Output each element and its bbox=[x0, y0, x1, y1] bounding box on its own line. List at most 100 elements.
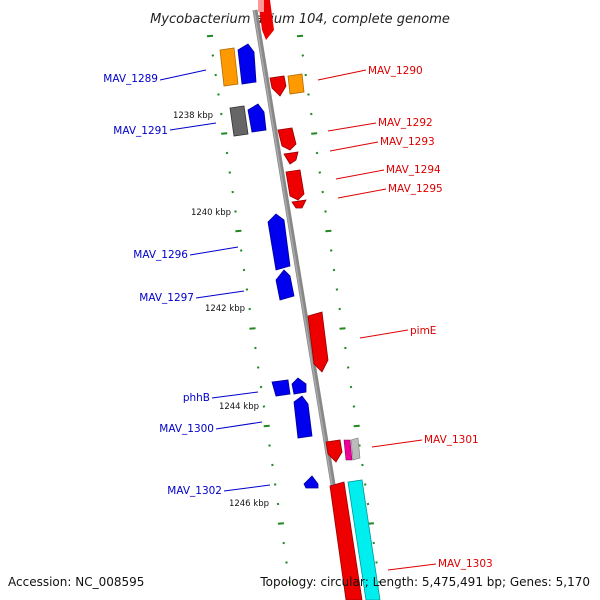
tick-mark bbox=[214, 73, 217, 77]
map-title: Mycobacterium avium 104, complete genome bbox=[150, 12, 450, 27]
tick-mark bbox=[242, 268, 246, 272]
tick-mark bbox=[239, 249, 243, 252]
tick-mark bbox=[268, 444, 271, 447]
tick-mark bbox=[332, 268, 336, 272]
gene-label-phhb[interactable]: phhB bbox=[183, 392, 210, 404]
gene-label-pime[interactable]: pimE bbox=[410, 325, 436, 337]
gene-label-mav1296[interactable]: MAV_1296 bbox=[133, 249, 188, 261]
tick-mark bbox=[346, 366, 350, 369]
right-gene-labels: MAV_1290 MAV_1292 MAV_1293 MAV_1294 MAV_… bbox=[368, 65, 493, 570]
gene-arrow-mav1289-orange[interactable] bbox=[219, 47, 239, 87]
gene-label-mav1292[interactable]: MAV_1292 bbox=[378, 117, 433, 129]
tick-mark bbox=[254, 346, 257, 350]
tick-mark bbox=[372, 541, 375, 545]
gene-features bbox=[219, 0, 381, 600]
gene-arrow-mav1290-orange[interactable] bbox=[287, 73, 305, 95]
gene-arrow-mav1292[interactable] bbox=[277, 127, 297, 151]
gene-label-mav1300[interactable]: MAV_1300 bbox=[159, 423, 214, 435]
gene-arrow-mav1289-blue[interactable] bbox=[237, 43, 257, 85]
gene-label-mav1290[interactable]: MAV_1290 bbox=[368, 65, 423, 77]
tick-mark bbox=[249, 327, 256, 330]
tick-mark bbox=[339, 327, 346, 330]
tick-mark bbox=[329, 249, 333, 252]
gene-label-mav1291[interactable]: MAV_1291 bbox=[113, 125, 168, 137]
tick-mark bbox=[304, 73, 307, 77]
scale-label-1246: 1246 kbp bbox=[229, 499, 269, 509]
accession-text: Accession: NC_008595 bbox=[8, 575, 144, 589]
tick-mark bbox=[206, 34, 214, 38]
gene-label-mav1294[interactable]: MAV_1294 bbox=[386, 164, 441, 176]
tick-mark bbox=[225, 151, 229, 155]
tick-mark bbox=[271, 463, 274, 467]
tick-mark bbox=[282, 541, 285, 545]
gene-arrow-mav1301-red[interactable] bbox=[325, 439, 343, 463]
gene-arrow-phhb-1[interactable] bbox=[271, 379, 291, 397]
gene-arrow-mav1302[interactable] bbox=[303, 475, 319, 489]
gene-arrow-mav1301-magenta[interactable] bbox=[343, 439, 353, 461]
gene-arrow-phhb-2[interactable] bbox=[291, 377, 307, 395]
tick-mark bbox=[276, 502, 280, 506]
scale-labels: 1238 kbp 1240 kbp 1242 kbp 1244 kbp 1246… bbox=[173, 111, 269, 509]
tick-mark bbox=[352, 405, 356, 408]
left-gene-labels: MAV_1289 MAV_1291 MAV_1296 MAV_1297 phhB… bbox=[103, 73, 222, 497]
tick-mark bbox=[318, 171, 322, 174]
tick-mark bbox=[310, 112, 313, 116]
tick-mark bbox=[296, 34, 304, 38]
gene-label-mav1297[interactable]: MAV_1297 bbox=[139, 292, 194, 304]
gene-highlight-top bbox=[258, 0, 264, 12]
tick-mark bbox=[307, 93, 310, 96]
tick-mark bbox=[235, 229, 242, 233]
tick-mark bbox=[349, 385, 353, 389]
tick-mark bbox=[228, 171, 232, 174]
scale-label-1238: 1238 kbp bbox=[173, 111, 213, 121]
tick-mark bbox=[285, 561, 288, 564]
gene-arrow-mav1290-red[interactable] bbox=[269, 75, 287, 97]
gene-label-mav1295[interactable]: MAV_1295 bbox=[388, 183, 443, 195]
gene-label-mav1289[interactable]: MAV_1289 bbox=[103, 73, 158, 85]
gene-arrow-mav1291-blue[interactable] bbox=[247, 103, 267, 133]
gene-arrow-mav1295[interactable] bbox=[291, 199, 307, 209]
gene-arrow-mav1296[interactable] bbox=[267, 213, 291, 271]
leader-lines bbox=[159, 69, 437, 571]
gene-label-mav1303[interactable]: MAV_1303 bbox=[438, 558, 493, 570]
tick-mark bbox=[234, 210, 237, 213]
gene-arrow-mav1294[interactable] bbox=[285, 169, 305, 201]
tick-mark bbox=[288, 580, 291, 584]
topology-text: Topology: circular; Length: 5,475,491 bp… bbox=[259, 575, 590, 589]
tick-mark bbox=[361, 463, 364, 467]
tick-mark bbox=[344, 346, 347, 350]
gene-arrow-mav1297[interactable] bbox=[275, 269, 295, 301]
gene-label-mav1302[interactable]: MAV_1302 bbox=[167, 485, 222, 497]
tick-tracks bbox=[206, 34, 381, 584]
tick-mark bbox=[231, 190, 234, 194]
tick-mark bbox=[211, 54, 215, 57]
gene-arrow-mav1303-cyan[interactable] bbox=[347, 479, 381, 600]
gene-arrow-pime[interactable] bbox=[307, 311, 329, 373]
tick-mark bbox=[301, 54, 305, 57]
tick-mark bbox=[335, 288, 339, 291]
tick-mark bbox=[325, 229, 332, 233]
tick-mark bbox=[321, 190, 324, 194]
tick-mark bbox=[259, 385, 263, 389]
gene-label-mav1301[interactable]: MAV_1301 bbox=[424, 434, 479, 446]
gene-arrow-mav1300[interactable] bbox=[293, 395, 313, 439]
gene-arrow-mav1293[interactable] bbox=[283, 151, 299, 165]
gene-arrow-mav1303-red[interactable] bbox=[329, 481, 363, 600]
tick-mark bbox=[217, 93, 220, 96]
tick-mark bbox=[353, 424, 360, 428]
scale-label-1242: 1242 kbp bbox=[205, 304, 245, 314]
scale-label-1240: 1240 kbp bbox=[191, 208, 231, 218]
tick-mark bbox=[256, 366, 260, 369]
tick-mark bbox=[315, 151, 319, 155]
tick-mark bbox=[311, 132, 318, 135]
tick-mark bbox=[248, 307, 251, 311]
tick-mark bbox=[324, 210, 327, 213]
gene-label-mav1293[interactable]: MAV_1293 bbox=[380, 136, 435, 148]
tick-mark bbox=[220, 112, 223, 116]
gene-arrow-mav1301-gray[interactable] bbox=[350, 437, 361, 461]
tick-mark bbox=[363, 483, 367, 486]
tick-mark bbox=[221, 132, 228, 135]
tick-mark bbox=[262, 405, 266, 408]
gene-arrow-mav1291-gray[interactable] bbox=[229, 105, 249, 137]
